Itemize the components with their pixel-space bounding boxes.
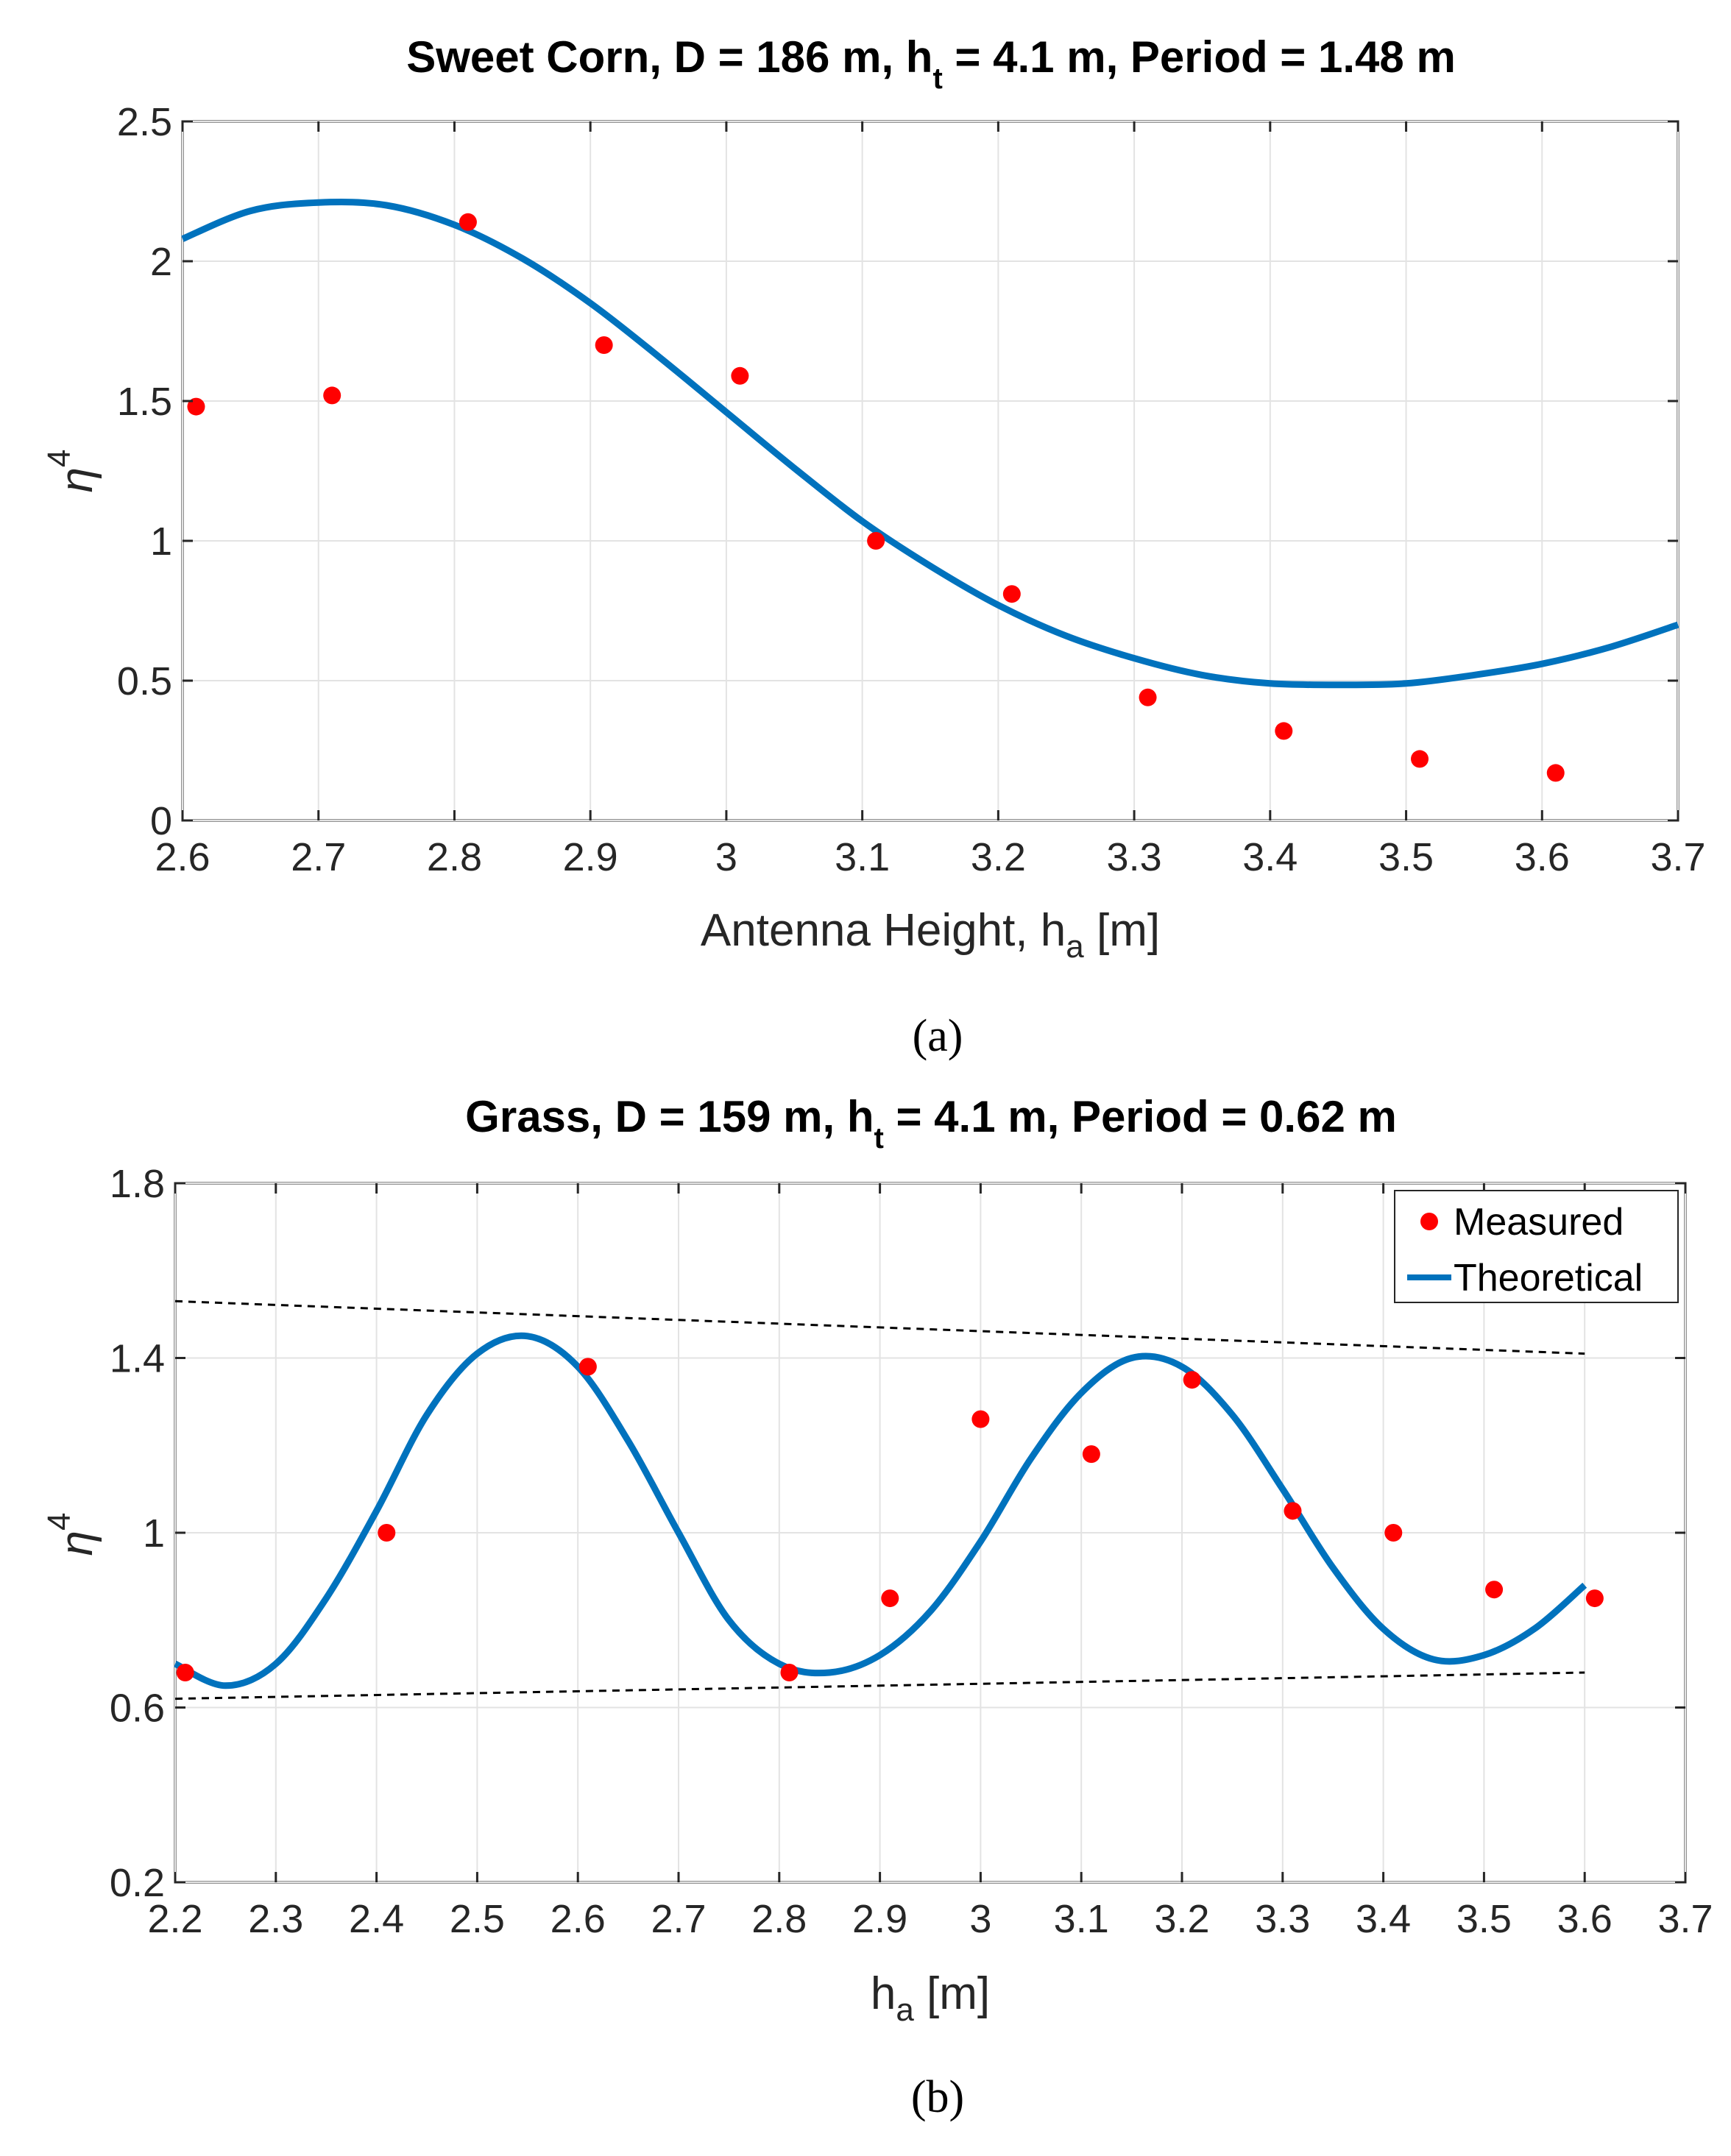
measured-point — [1485, 1581, 1504, 1599]
measured-point — [176, 1664, 194, 1681]
measured-point — [731, 366, 749, 385]
x-tick-label: 3.1 — [835, 835, 890, 879]
panel-caption-b: (b) — [911, 2072, 964, 2122]
chart-panel-a: Sweet Corn, D = 186 m, ht = 4.1 m, Perio… — [41, 32, 1706, 1061]
measured-point — [1384, 1524, 1403, 1542]
measured-point — [1546, 764, 1565, 782]
measured-point — [971, 1410, 990, 1428]
grid-b — [174, 1182, 1686, 1883]
y-tick-label: 1.5 — [117, 380, 172, 424]
measured-point — [1139, 688, 1157, 706]
x-tick-label: 2.7 — [291, 835, 346, 879]
x-tick-label: 2.5 — [450, 1897, 505, 1941]
x-tick-label: 3 — [715, 835, 737, 879]
measured-point — [595, 336, 613, 354]
measured-points-a — [187, 213, 1565, 782]
measured-point — [578, 1358, 597, 1376]
x-tick-labels-a: 2.6 2.7 2.8 2.9 3 3.1 3.2 3.3 3.4 3.5 3.6 3.7 — [155, 121, 1706, 879]
x-tick-label: 3 — [969, 1897, 991, 1941]
panel-caption-a: (a) — [913, 1011, 963, 1061]
x-tick-label: 2.7 — [651, 1897, 706, 1941]
measured-point — [780, 1664, 799, 1681]
y-tick-label: 1.4 — [110, 1337, 165, 1381]
legend-box — [1394, 1190, 1679, 1303]
measured-point — [1082, 1445, 1100, 1464]
x-tick-label: 3.6 — [1557, 1897, 1613, 1941]
plot-area-a — [181, 120, 1679, 822]
x-tick-labels-b: 2.2 2.3 2.4 2.5 2.6 2.7 2.8 2.9 3 3.1 3.2 3.3 3.4 3.5… — [147, 1183, 1713, 1941]
y-tick-labels-b: 0.2 0.6 1 1.4 1.8 — [110, 1162, 1685, 1905]
y-tick-label: 1.8 — [110, 1162, 165, 1206]
x-axis-label-a: Antenna Height, ha [m] — [701, 905, 1160, 965]
envelope-line — [174, 1671, 1585, 1701]
x-tick-label: 2.6 — [155, 835, 210, 879]
measured-point — [459, 213, 477, 231]
measured-point — [1275, 722, 1293, 740]
measured-point — [378, 1524, 396, 1542]
chart-title-a: Sweet Corn, D = 186 m, ht = 4.1 m, Perio… — [406, 32, 1456, 95]
x-tick-label: 3.2 — [1154, 1897, 1209, 1941]
legend: Measured Theoretical — [1394, 1190, 1679, 1303]
measured-point — [1002, 585, 1021, 603]
measured-point — [187, 397, 205, 416]
legend-marker-measured — [1420, 1213, 1438, 1230]
x-tick-label: 3.7 — [1650, 835, 1705, 879]
y-tick-label: 0.5 — [117, 659, 172, 703]
measured-point — [867, 532, 885, 550]
x-tick-label: 3.5 — [1378, 835, 1434, 879]
y-tick-label: 1 — [143, 1511, 165, 1556]
y-tick-label: 0 — [150, 799, 172, 843]
measured-point — [1183, 1371, 1201, 1389]
x-tick-label: 3.3 — [1107, 835, 1162, 879]
x-tick-label: 2.6 — [551, 1897, 606, 1941]
x-tick-label: 2.8 — [427, 835, 482, 879]
x-tick-label: 2.2 — [147, 1897, 202, 1941]
x-tick-label: 3.6 — [1515, 835, 1570, 879]
measured-point — [1585, 1589, 1604, 1608]
x-tick-label: 3.2 — [971, 835, 1026, 879]
theoretical-curve — [173, 1332, 1587, 1689]
y-tick-label: 0.6 — [110, 1687, 165, 1731]
theoretical-curve — [181, 198, 1679, 689]
x-tick-label: 2.9 — [852, 1897, 907, 1941]
chart-title-b: Grass, D = 159 m, ht = 4.1 m, Period = 0… — [465, 1092, 1397, 1155]
y-tick-label: 0.2 — [110, 1861, 165, 1905]
chart-panel-b: Grass, D = 159 m, ht = 4.1 m, Period = 0… — [41, 1092, 1713, 2122]
envelope-lines-b — [174, 1299, 1585, 1701]
x-tick-label: 3.1 — [1054, 1897, 1109, 1941]
x-tick-label: 3.5 — [1456, 1897, 1512, 1941]
measured-point — [881, 1589, 899, 1608]
theoretical-curve-b — [173, 1332, 1587, 1689]
theoretical-curve-a — [181, 198, 1679, 689]
legend-label-theoretical: Theoretical — [1454, 1257, 1643, 1299]
x-tick-label: 2.4 — [349, 1897, 404, 1941]
envelope-line — [174, 1299, 1585, 1355]
y-tick-label: 1 — [150, 520, 172, 564]
y-tick-label: 2 — [150, 240, 172, 284]
x-tick-label: 3.4 — [1242, 835, 1298, 879]
x-tick-label: 3.4 — [1356, 1897, 1411, 1941]
y-axis-label-a: η4 — [41, 450, 102, 493]
y-tick-labels-a: 0 0.5 1 1.5 2 2.5 — [117, 100, 1678, 843]
x-tick-label: 2.8 — [751, 1897, 807, 1941]
legend-label-measured: Measured — [1454, 1201, 1624, 1244]
y-tick-label: 2.5 — [117, 100, 172, 144]
x-axis-label-b: ha [m] — [871, 1968, 990, 2028]
x-tick-label: 3.7 — [1657, 1897, 1713, 1941]
measured-points-b — [176, 1358, 1604, 1681]
x-tick-label: 2.3 — [248, 1897, 303, 1941]
x-tick-label: 2.9 — [563, 835, 618, 879]
y-axis-label-b: η4 — [41, 1513, 102, 1556]
measured-point — [1284, 1502, 1302, 1520]
measured-point — [323, 386, 341, 405]
measured-point — [1411, 750, 1429, 768]
x-tick-label: 3.3 — [1255, 1897, 1310, 1941]
